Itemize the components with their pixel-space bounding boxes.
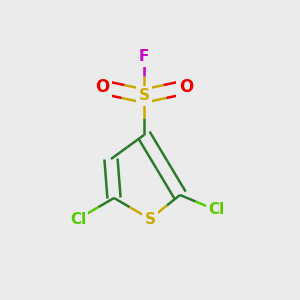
Text: O: O — [95, 78, 109, 96]
Text: F: F — [139, 50, 149, 64]
Text: Cl: Cl — [208, 202, 224, 217]
Text: S: S — [139, 88, 149, 104]
Text: Cl: Cl — [70, 212, 86, 226]
Text: O: O — [179, 78, 193, 96]
Text: S: S — [145, 212, 155, 226]
